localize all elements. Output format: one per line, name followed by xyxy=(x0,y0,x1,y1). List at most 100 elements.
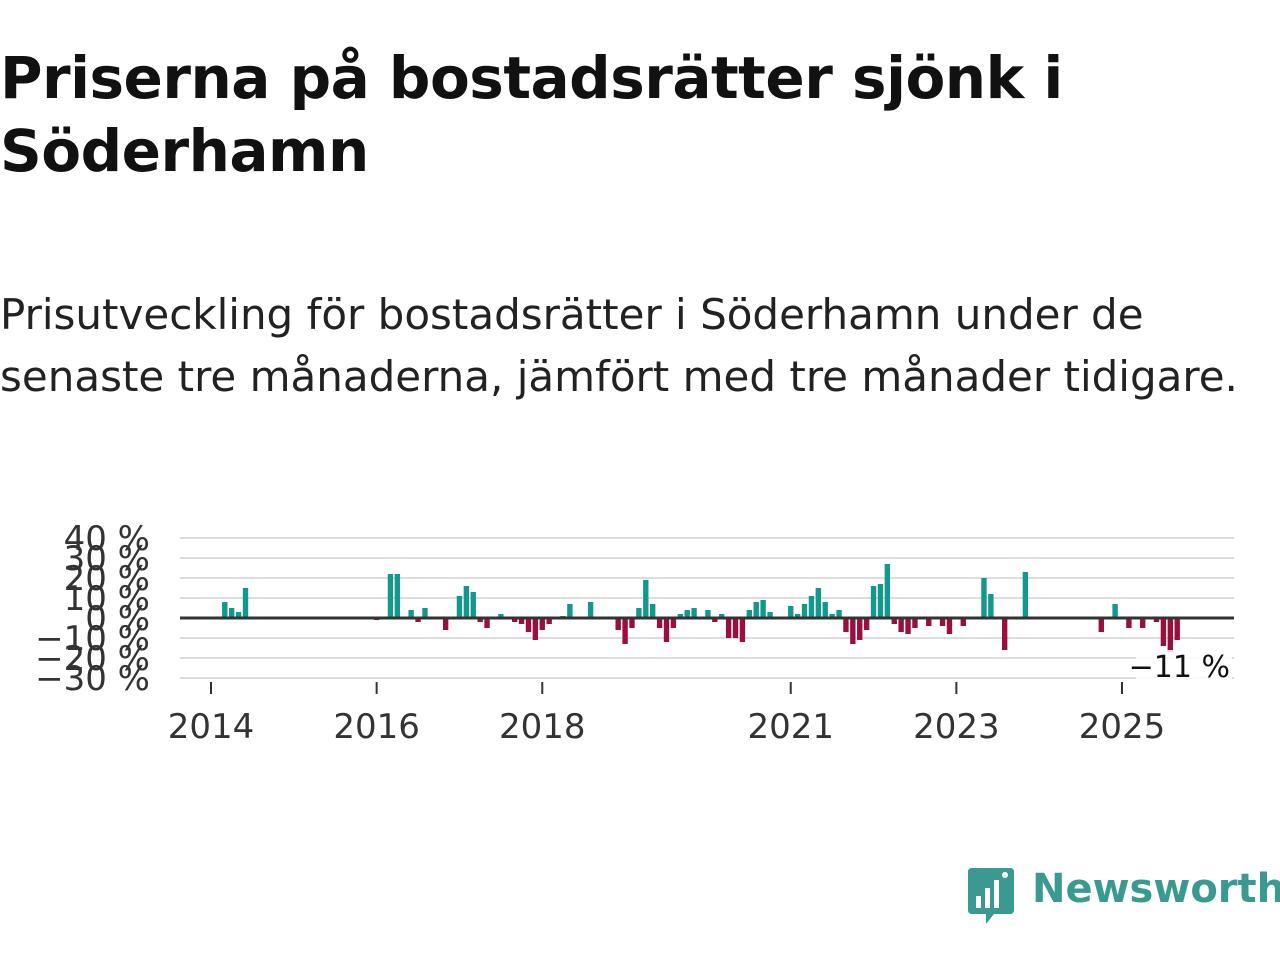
bar xyxy=(222,602,228,618)
x-axis: 2014 2016 2018 2021 2023 2025 xyxy=(168,682,1166,747)
bar xyxy=(650,604,656,618)
chart-subtitle: Prisutveckling för bostadsrätter i Söder… xyxy=(0,290,1238,401)
bar xyxy=(615,618,621,630)
x-tick-label: 2018 xyxy=(499,707,586,747)
bar xyxy=(863,618,870,630)
bar xyxy=(801,604,808,618)
bar xyxy=(843,618,849,632)
bar xyxy=(498,614,504,618)
last-value-label-bg xyxy=(1136,650,1232,682)
x-tick-label: 2023 xyxy=(913,707,1000,747)
bar xyxy=(712,618,718,622)
bar xyxy=(939,618,946,626)
bar xyxy=(567,604,573,618)
y-tick-label: −20 % xyxy=(35,639,150,679)
bar xyxy=(905,618,911,634)
bar xyxy=(422,608,428,618)
last-value-label: −11 % xyxy=(1129,650,1230,685)
bar xyxy=(677,614,683,618)
chart-title: Priserna på bostadsrätter sjönk i Söderh… xyxy=(0,44,1063,185)
bar xyxy=(732,618,739,638)
bar xyxy=(470,592,476,618)
bar xyxy=(408,610,414,618)
bar xyxy=(912,618,918,628)
bar xyxy=(884,564,891,618)
bar xyxy=(746,610,753,618)
bar xyxy=(960,618,966,626)
newsworthy-logo: Newsworthy xyxy=(964,864,1280,928)
bar xyxy=(442,618,449,630)
bar xyxy=(532,618,539,640)
newsworthy-logo-icon xyxy=(968,868,1014,924)
bar-chart: 40 %30 %20 %10 %0 %−10 %−20 %−30 % 2014 2… xyxy=(35,519,1234,747)
bar xyxy=(587,602,594,618)
bar xyxy=(829,614,835,618)
bar xyxy=(387,574,394,618)
y-tick-label: −30 % xyxy=(35,659,150,699)
bar xyxy=(235,612,242,618)
bar xyxy=(1160,618,1167,646)
y-tick-label: −10 % xyxy=(35,619,150,659)
bar xyxy=(518,618,525,624)
bar xyxy=(511,618,518,622)
y-tick-label: 0 % xyxy=(85,599,150,639)
bar xyxy=(1153,618,1160,622)
x-tick-label: 2014 xyxy=(168,707,255,747)
x-tick-label: 2021 xyxy=(747,707,834,747)
bar xyxy=(725,618,732,638)
bar xyxy=(1167,618,1173,652)
bar xyxy=(753,602,759,618)
bar xyxy=(719,614,725,618)
bar xyxy=(836,610,842,618)
bar xyxy=(1112,604,1118,618)
bar xyxy=(1174,618,1180,640)
bar xyxy=(1126,618,1132,628)
bar xyxy=(1001,618,1008,650)
bar xyxy=(988,594,994,618)
bar xyxy=(760,600,766,618)
bar xyxy=(857,618,863,640)
bar xyxy=(1022,572,1029,618)
bar xyxy=(636,608,642,618)
y-axis-labels: 40 %30 %20 %10 %0 %−10 %−20 %−30 % xyxy=(35,519,150,699)
bar xyxy=(229,608,235,618)
y-tick-label: 30 % xyxy=(64,539,150,579)
bar xyxy=(891,618,897,624)
bar xyxy=(1140,618,1146,628)
bar xyxy=(691,608,697,618)
x-tick-label: 2025 xyxy=(1079,707,1166,747)
bar xyxy=(629,618,635,628)
x-tick-label: 2016 xyxy=(333,707,420,747)
newsworthy-logo-text: Newsworthy xyxy=(1032,866,1280,912)
bar xyxy=(815,588,822,618)
bar xyxy=(525,618,532,632)
bar xyxy=(463,586,470,618)
bar xyxy=(546,618,552,624)
y-tick-label: 20 % xyxy=(64,559,150,599)
bar xyxy=(622,618,628,644)
bar xyxy=(456,596,463,618)
bar xyxy=(850,618,856,644)
bar xyxy=(394,574,401,618)
bar xyxy=(877,584,884,618)
last-value-label-group: −11 % xyxy=(1129,650,1232,685)
bar xyxy=(822,602,828,618)
y-tick-label: 10 % xyxy=(64,579,150,619)
bars xyxy=(222,564,1180,652)
bar xyxy=(656,618,663,628)
bar xyxy=(539,618,545,630)
bar xyxy=(415,618,421,622)
bar xyxy=(1098,618,1104,632)
bar xyxy=(684,610,690,618)
bar xyxy=(670,618,677,628)
bar xyxy=(788,606,794,618)
bar xyxy=(739,618,746,642)
bar xyxy=(767,612,773,618)
grid-lines xyxy=(180,537,1234,679)
bar xyxy=(663,618,670,642)
bar xyxy=(794,614,801,618)
bar xyxy=(981,578,987,618)
y-tick-label: 40 % xyxy=(64,519,150,559)
bar xyxy=(477,618,483,622)
bar xyxy=(484,618,490,628)
